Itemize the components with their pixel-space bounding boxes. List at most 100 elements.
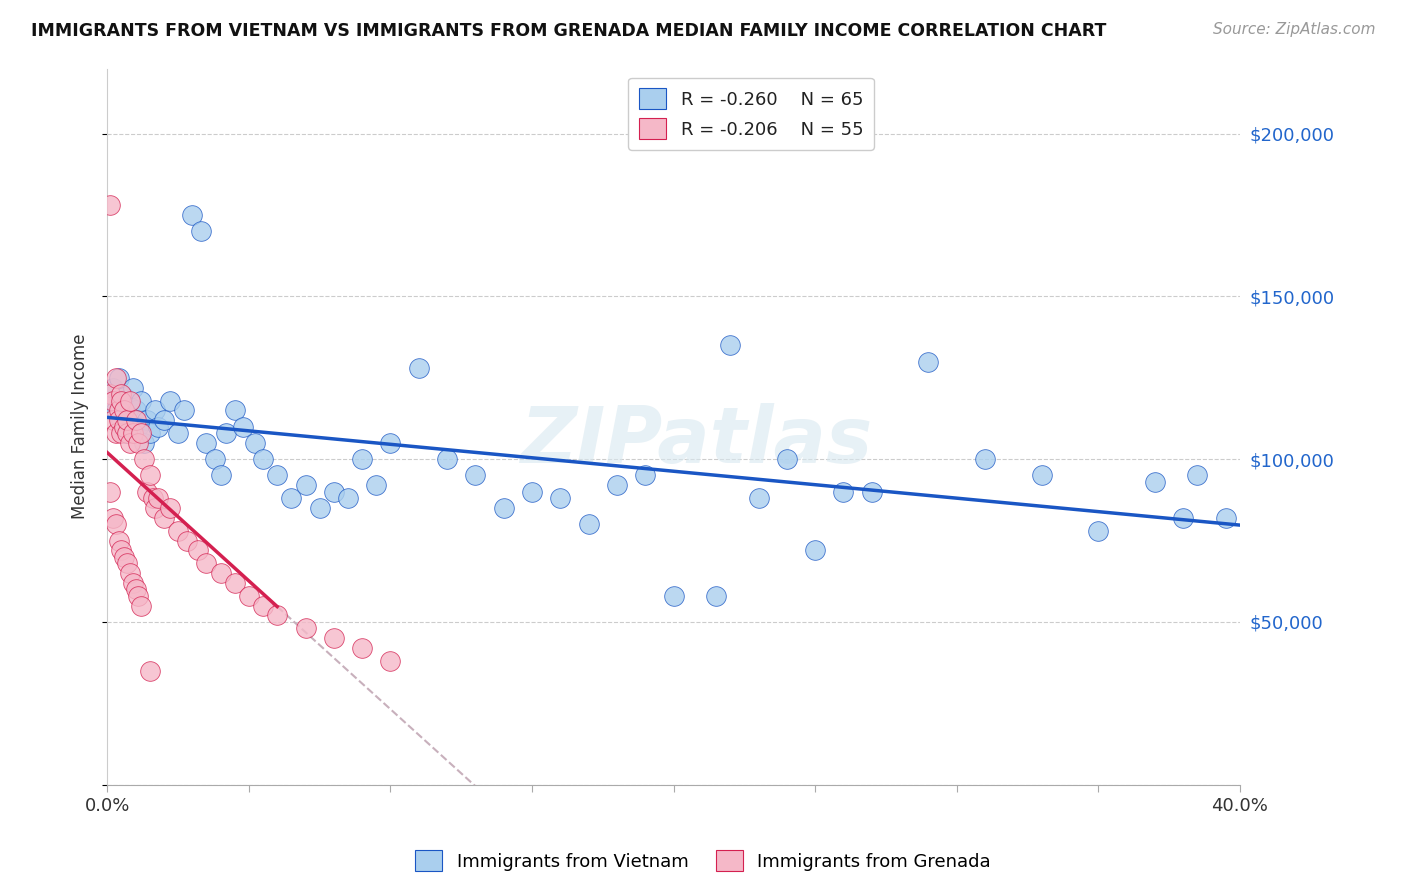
Point — [662, 589, 685, 603]
Point — [112, 403, 135, 417]
Point — [145, 403, 167, 417]
Point — [118, 393, 141, 408]
Point — [110, 387, 132, 401]
Point — [366, 478, 388, 492]
Point — [127, 436, 149, 450]
Point — [129, 426, 152, 441]
Point — [110, 393, 132, 408]
Point — [204, 452, 226, 467]
Point — [195, 436, 218, 450]
Point — [98, 393, 121, 408]
Point — [1173, 510, 1195, 524]
Point — [232, 419, 254, 434]
Point — [380, 654, 402, 668]
Point — [195, 557, 218, 571]
Point — [252, 452, 274, 467]
Point — [550, 491, 572, 506]
Point — [266, 468, 288, 483]
Point — [132, 436, 155, 450]
Point — [190, 224, 212, 238]
Point — [124, 413, 146, 427]
Point — [776, 452, 799, 467]
Point — [718, 338, 741, 352]
Point — [167, 524, 190, 538]
Point — [159, 393, 181, 408]
Point — [243, 436, 266, 450]
Point — [136, 484, 159, 499]
Point — [408, 361, 430, 376]
Point — [1143, 475, 1166, 489]
Point — [917, 354, 939, 368]
Point — [107, 413, 129, 427]
Point — [181, 208, 204, 222]
Point — [704, 589, 727, 603]
Point — [139, 468, 162, 483]
Point — [336, 491, 359, 506]
Point — [634, 468, 657, 483]
Point — [252, 599, 274, 613]
Point — [159, 501, 181, 516]
Point — [104, 426, 127, 441]
Point — [294, 622, 316, 636]
Legend: Immigrants from Vietnam, Immigrants from Grenada: Immigrants from Vietnam, Immigrants from… — [408, 843, 998, 879]
Point — [209, 468, 232, 483]
Point — [322, 484, 344, 499]
Point — [121, 380, 143, 394]
Point — [101, 393, 124, 408]
Point — [129, 393, 152, 408]
Point — [104, 371, 127, 385]
Point — [101, 380, 124, 394]
Point — [110, 426, 132, 441]
Point — [107, 371, 129, 385]
Text: ZIPatlas: ZIPatlas — [520, 403, 872, 479]
Point — [224, 403, 246, 417]
Point — [110, 543, 132, 558]
Point — [115, 426, 138, 441]
Point — [124, 582, 146, 597]
Point — [606, 478, 628, 492]
Point — [352, 640, 374, 655]
Point — [112, 419, 135, 434]
Point — [1187, 468, 1209, 483]
Point — [153, 510, 176, 524]
Point — [224, 575, 246, 590]
Point — [129, 599, 152, 613]
Point — [118, 566, 141, 581]
Point — [860, 484, 883, 499]
Point — [118, 400, 141, 414]
Point — [124, 403, 146, 417]
Point — [832, 484, 855, 499]
Point — [748, 491, 770, 506]
Point — [107, 403, 129, 417]
Point — [167, 426, 190, 441]
Point — [436, 452, 458, 467]
Point — [127, 419, 149, 434]
Point — [101, 510, 124, 524]
Point — [132, 452, 155, 467]
Text: IMMIGRANTS FROM VIETNAM VS IMMIGRANTS FROM GRENADA MEDIAN FAMILY INCOME CORRELAT: IMMIGRANTS FROM VIETNAM VS IMMIGRANTS FR… — [31, 22, 1107, 40]
Point — [266, 608, 288, 623]
Point — [110, 413, 132, 427]
Point — [322, 632, 344, 646]
Point — [280, 491, 302, 506]
Point — [121, 575, 143, 590]
Point — [308, 501, 330, 516]
Point — [804, 543, 827, 558]
Legend: R = -0.260    N = 65, R = -0.206    N = 55: R = -0.260 N = 65, R = -0.206 N = 55 — [628, 78, 875, 150]
Point — [112, 549, 135, 564]
Point — [145, 501, 167, 516]
Point — [115, 413, 138, 427]
Point — [118, 436, 141, 450]
Point — [173, 403, 195, 417]
Text: Source: ZipAtlas.com: Source: ZipAtlas.com — [1212, 22, 1375, 37]
Point — [187, 543, 209, 558]
Point — [520, 484, 543, 499]
Point — [148, 491, 170, 506]
Point — [153, 413, 176, 427]
Point — [974, 452, 997, 467]
Point — [98, 484, 121, 499]
Y-axis label: Median Family Income: Median Family Income — [72, 334, 89, 519]
Point — [492, 501, 515, 516]
Point — [1215, 510, 1237, 524]
Point — [98, 387, 121, 401]
